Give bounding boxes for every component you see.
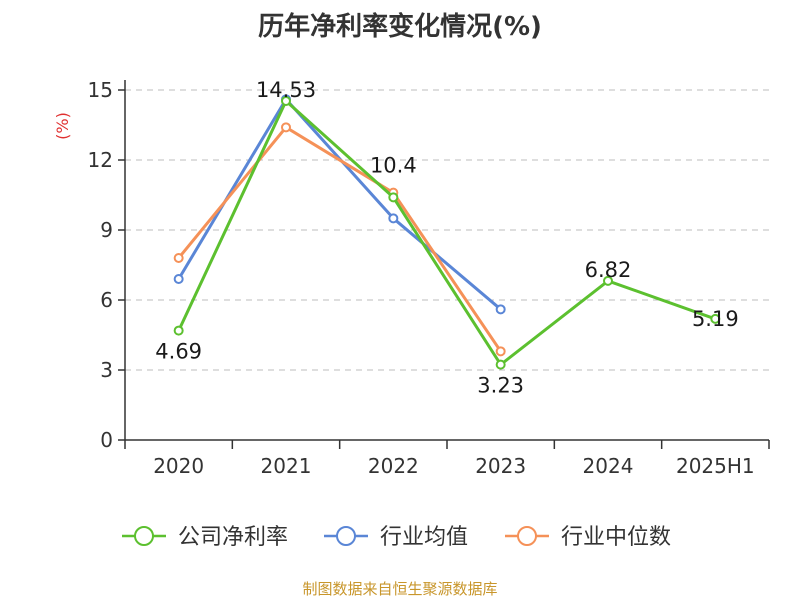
data-label: 3.23 [477,374,524,398]
y-tick-label: 3 [100,358,113,382]
series-line-2 [177,125,502,353]
legend-label: 行业中位数 [561,525,671,550]
y-axis-label: (%) [53,112,72,140]
x-tick-label: 2022 [368,454,419,478]
legend-label: 行业均值 [380,525,468,550]
data-label: 14.53 [256,78,316,102]
y-tick-label: 9 [100,218,113,242]
data-point [388,213,399,224]
axes: 0 3 6 9 12 15 (%) 2020 2021 2022 2023 2024 2025H1 [53,78,770,478]
legend-label: 公司净利率 [178,525,288,550]
legend-marker [517,526,537,546]
x-tick-label: 2024 [583,454,634,478]
data-point [173,253,184,263]
data-label: 4.69 [155,340,202,364]
data-labels: 4.69 14.53 10.4 3.23 6.82 5.19 [155,78,738,398]
data-point [495,346,506,357]
chart-title: 历年净利率变化情况(%) [258,12,542,42]
data-point [710,313,721,324]
data-point [388,192,399,203]
data-label: 10.4 [370,153,417,177]
y-tick-label: 6 [100,288,113,312]
x-tick-label: 2021 [261,454,312,478]
data-label: 5.19 [692,307,739,331]
data-point [495,359,506,370]
y-tick-label: 12 [88,148,113,172]
data-point [173,325,184,336]
source-note: 制图数据来自恒生聚源数据库 [302,580,498,598]
data-point [603,275,613,286]
y-tick-label: 15 [88,78,113,102]
data-point [281,122,291,133]
data-point [495,304,506,315]
legend: 公司净利率 行业均值 行业中位数 [122,525,671,550]
y-tick-label: 0 [100,428,113,452]
legend-marker [336,526,356,546]
x-tick-label: 2023 [475,454,526,478]
legend-marker [134,526,154,546]
data-point [173,274,184,284]
series-line-0 [177,99,716,367]
x-tick-label: 2020 [153,454,204,478]
data-point [281,95,291,106]
x-tick-label: 2025H1 [676,454,755,478]
series-lines [173,94,721,370]
gridlines [125,89,769,371]
data-label: 6.82 [585,258,632,282]
